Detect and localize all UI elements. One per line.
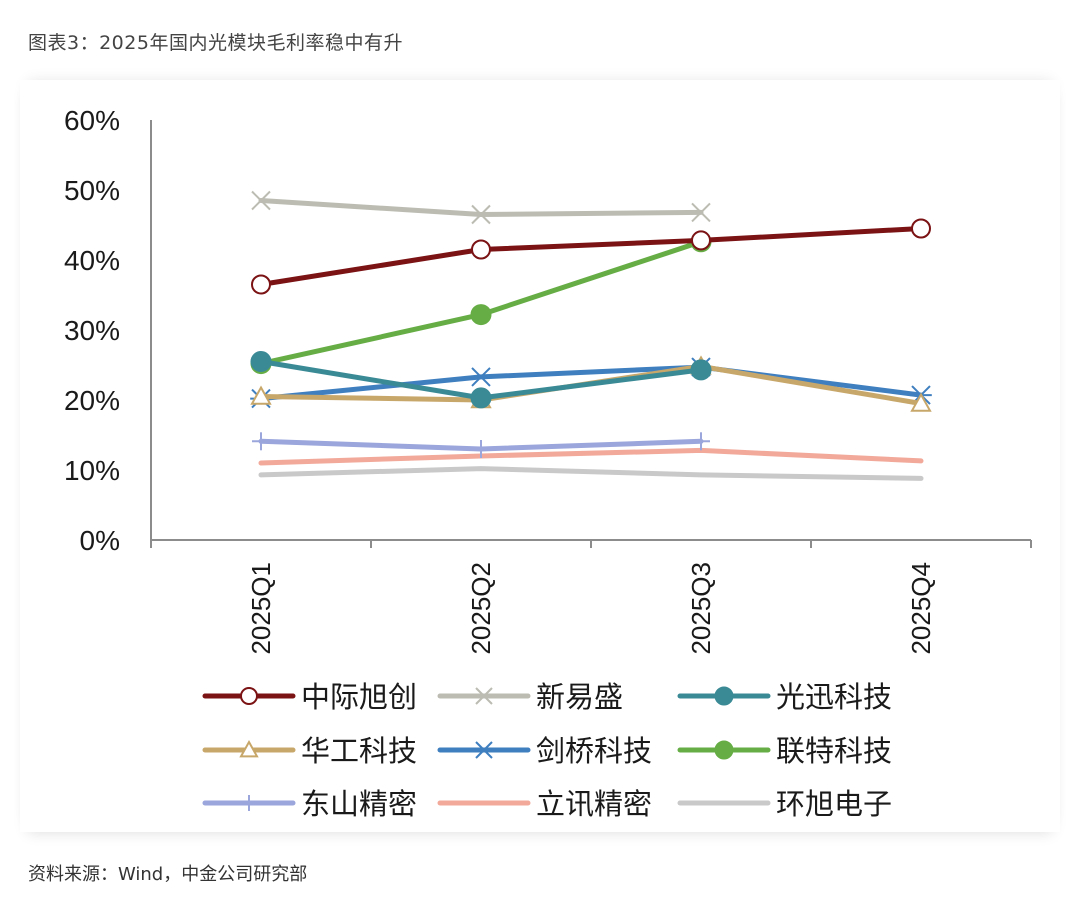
data-point bbox=[251, 190, 271, 211]
data-point bbox=[691, 230, 711, 251]
point-circle bbox=[690, 359, 712, 381]
legend-item: 中际旭创 bbox=[202, 680, 417, 714]
legend-label: 东山精密 bbox=[301, 787, 417, 821]
data-point bbox=[910, 392, 932, 412]
data-point bbox=[470, 367, 492, 387]
y-tick-label: 40% bbox=[64, 245, 120, 276]
data-point bbox=[241, 795, 257, 811]
data-point bbox=[691, 202, 711, 223]
data-point bbox=[475, 687, 493, 705]
line-chart: 0% 10% 20% 30% 40% 50% 60% 2025Q1 2025Q2 2025Q3 20… bbox=[64, 105, 1032, 821]
point-circle bbox=[714, 686, 734, 706]
chart-panel: 0% 10% 20% 30% 40% 50% 60% 2025Q1 2025Q2 2025Q3 20… bbox=[20, 80, 1060, 832]
data-point bbox=[251, 274, 271, 295]
legend-item: 华工科技 bbox=[202, 734, 417, 768]
point-circle bbox=[470, 387, 492, 409]
x-tick-label: 2025Q3 bbox=[686, 562, 716, 655]
point-x-stroke bbox=[251, 190, 271, 211]
data-point bbox=[472, 440, 490, 458]
x-tick-group: 2025Q4 bbox=[906, 562, 936, 655]
data-point bbox=[250, 351, 272, 372]
series-line bbox=[258, 198, 704, 217]
point-circle bbox=[250, 351, 272, 372]
legend-item: 剑桥科技 bbox=[437, 734, 652, 768]
y-tick-label: 0% bbox=[80, 525, 120, 556]
x-tick-label: 2025Q4 bbox=[906, 562, 936, 655]
series-line bbox=[258, 364, 924, 402]
point-circle bbox=[471, 239, 491, 260]
legend-item: 联特科技 bbox=[677, 734, 892, 768]
point-x-stroke bbox=[475, 687, 493, 705]
data-point bbox=[470, 304, 492, 326]
data-point bbox=[911, 218, 931, 239]
point-circle bbox=[251, 274, 271, 295]
data-point bbox=[692, 432, 710, 451]
point-circle bbox=[714, 740, 734, 760]
legend-item: 东山精密 bbox=[202, 787, 417, 821]
point-triangle bbox=[239, 739, 259, 758]
legend-item: 环旭电子 bbox=[677, 787, 892, 821]
data-point bbox=[250, 385, 272, 405]
y-tick-label: 60% bbox=[64, 105, 120, 136]
y-tick-label: 20% bbox=[64, 385, 120, 416]
point-circle bbox=[911, 218, 931, 239]
series-line bbox=[258, 447, 924, 466]
point-circle bbox=[240, 687, 258, 705]
x-tick-label: 2025Q2 bbox=[466, 562, 496, 655]
legend-label: 新易盛 bbox=[536, 680, 623, 714]
series-line bbox=[258, 239, 704, 367]
data-point bbox=[714, 740, 734, 760]
point-circle bbox=[470, 304, 492, 326]
figure-title: 图表3：2025年国内光模块毛利率稳中有升 bbox=[28, 32, 403, 54]
data-point bbox=[240, 687, 258, 705]
x-tick-label: 2025Q1 bbox=[246, 562, 276, 655]
legend-label: 立讯精密 bbox=[536, 787, 652, 821]
legend-label: 中际旭创 bbox=[301, 680, 417, 714]
y-tick-label: 30% bbox=[64, 315, 120, 346]
legend-label: 光迅科技 bbox=[776, 680, 892, 714]
point-x-stroke bbox=[471, 204, 491, 225]
legend-label: 环旭电子 bbox=[776, 787, 892, 821]
point-triangle bbox=[910, 392, 932, 412]
series-line bbox=[258, 466, 924, 481]
point-triangle bbox=[250, 385, 272, 405]
point-circle bbox=[691, 230, 711, 251]
legend-item: 光迅科技 bbox=[677, 680, 892, 714]
data-point bbox=[471, 239, 491, 260]
data-point bbox=[474, 741, 494, 759]
x-tick-group: 2025Q3 bbox=[686, 562, 716, 655]
legend-label: 联特科技 bbox=[776, 734, 892, 768]
data-point bbox=[470, 387, 492, 409]
y-tick-label: 50% bbox=[64, 175, 120, 206]
data-point bbox=[714, 686, 734, 706]
data-point bbox=[239, 739, 259, 758]
data-point bbox=[471, 204, 491, 225]
data-point bbox=[252, 432, 270, 451]
legend-item: 立讯精密 bbox=[437, 787, 652, 821]
legend-label: 剑桥科技 bbox=[536, 734, 652, 768]
source-note: 资料来源：Wind，中金公司研究部 bbox=[28, 864, 308, 885]
x-tick-group: 2025Q1 bbox=[246, 562, 276, 655]
point-x-stroke bbox=[691, 202, 711, 223]
x-tick-group: 2025Q2 bbox=[466, 562, 496, 655]
data-point bbox=[690, 359, 712, 381]
series-line bbox=[258, 226, 924, 287]
legend-label: 华工科技 bbox=[301, 734, 417, 768]
legend-item: 新易盛 bbox=[437, 680, 623, 714]
y-tick-label: 10% bbox=[64, 455, 120, 486]
